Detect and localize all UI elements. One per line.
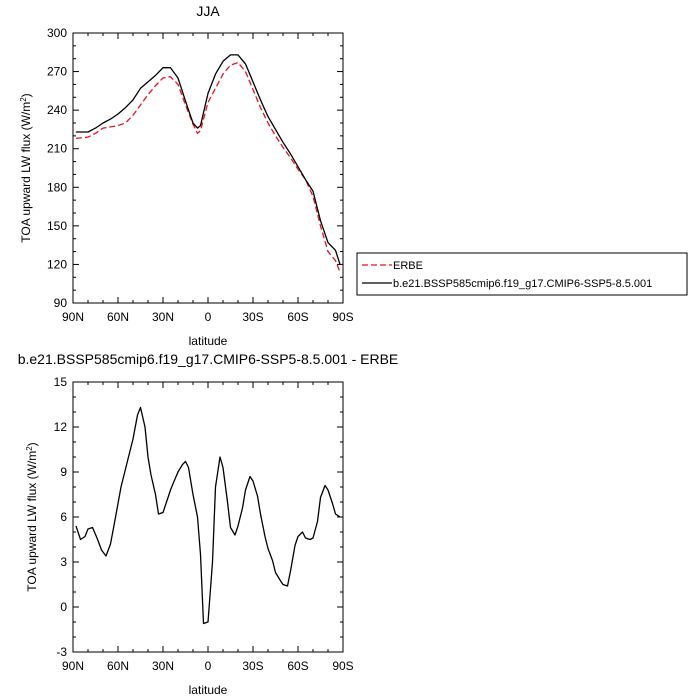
bottom-ytick-label: 0 <box>60 600 67 614</box>
bottom-ytick-label: 6 <box>60 510 67 524</box>
legend-label-erbe: ERBE <box>393 260 423 272</box>
bottom-lines <box>75 406 341 625</box>
bottom-xtick-label: 60S <box>287 659 308 673</box>
top-y-axis-label: TOA upward LW flux (W/m2) <box>19 93 34 242</box>
bottom-ytick-label: 12 <box>54 420 68 434</box>
top-x-axis-label: latitude <box>189 334 228 348</box>
top-xtick-label: 60N <box>107 310 129 324</box>
top-xtick-label: 90N <box>62 310 84 324</box>
bottom-ytick-label: 9 <box>60 465 67 479</box>
bottom-xtick-label: 60N <box>107 659 129 673</box>
bottom-xtick-label: 0 <box>205 659 212 673</box>
top-xtick-label: 30N <box>152 310 174 324</box>
bottom-xtick-label: 90N <box>62 659 84 673</box>
top-xtick-label: 60S <box>287 310 308 324</box>
top-ytick-label: 150 <box>47 219 67 233</box>
legend-box <box>356 252 688 296</box>
top-ytick-label: 120 <box>47 257 67 271</box>
top-y-axis-label-end: ) <box>19 93 33 97</box>
bottom-xtick-label: 30S <box>242 659 263 673</box>
bottom-y-axis-label: TOA upward LW flux (W/m2) <box>25 442 40 591</box>
top-xtick-label: 0 <box>205 310 212 324</box>
bottom-x-axis-label: latitude <box>189 683 228 697</box>
bottom-ytick-label: -3 <box>56 645 67 659</box>
bottom-y-axis-label-sup: 2 <box>25 446 34 451</box>
bottom-plot-frame <box>72 381 344 653</box>
bottom-y-axis-label-end: ) <box>25 442 39 446</box>
legend-label-model: b.e21.BSSP585cmip6.f19_g17.CMIP6-SSP5-8.… <box>393 278 652 290</box>
bottom-panel: b.e21.BSSP585cmip6.f19_g17.CMIP6-SSP5-8.… <box>18 351 399 697</box>
top-plot-frame <box>72 32 344 304</box>
bottom-series-line-0 <box>75 406 341 625</box>
top-y-axis-label-main: TOA upward LW flux (W/m <box>19 102 33 243</box>
top-ytick-label: 180 <box>47 180 67 194</box>
top-ytick-label: 90 <box>54 296 68 310</box>
top-ytick-label: 210 <box>47 142 67 156</box>
bottom-ytick-label: 15 <box>54 375 68 389</box>
top-ytick-label: 270 <box>47 65 67 79</box>
bottom-ticks: 90N 60N 30N 0 30S 60S 90S -3 0 3 6 9 12 15 <box>54 375 354 673</box>
top-ytick-label: 240 <box>47 103 67 117</box>
top-ytick-label: 300 <box>47 26 67 40</box>
top-panel: JJA 90N 60N 30N 0 30S 60S 90S 90 120 150 180 210 240… <box>19 3 688 348</box>
top-title: JJA <box>196 3 220 19</box>
top-y-axis-label-sup: 2 <box>19 97 28 102</box>
legend: ERBE b.e21.BSSP585cmip6.f19_g17.CMIP6-SS… <box>356 252 688 296</box>
top-ticks: 90N 60N 30N 0 30S 60S 90S 90 120 150 180 210 240 270 3… <box>47 26 354 324</box>
top-lines <box>75 54 341 273</box>
top-xtick-label: 90S <box>332 310 353 324</box>
bottom-xtick-label: 90S <box>332 659 353 673</box>
bottom-y-axis-label-main: TOA upward LW flux (W/m <box>25 451 39 592</box>
bottom-xtick-label: 30N <box>152 659 174 673</box>
top-xtick-label: 30S <box>242 310 263 324</box>
bottom-title: b.e21.BSSP585cmip6.f19_g17.CMIP6-SSP5-8.… <box>18 351 399 367</box>
top-series-line-1 <box>76 54 341 265</box>
top-series-line-0 <box>75 61 341 273</box>
bottom-ytick-label: 3 <box>60 555 67 569</box>
